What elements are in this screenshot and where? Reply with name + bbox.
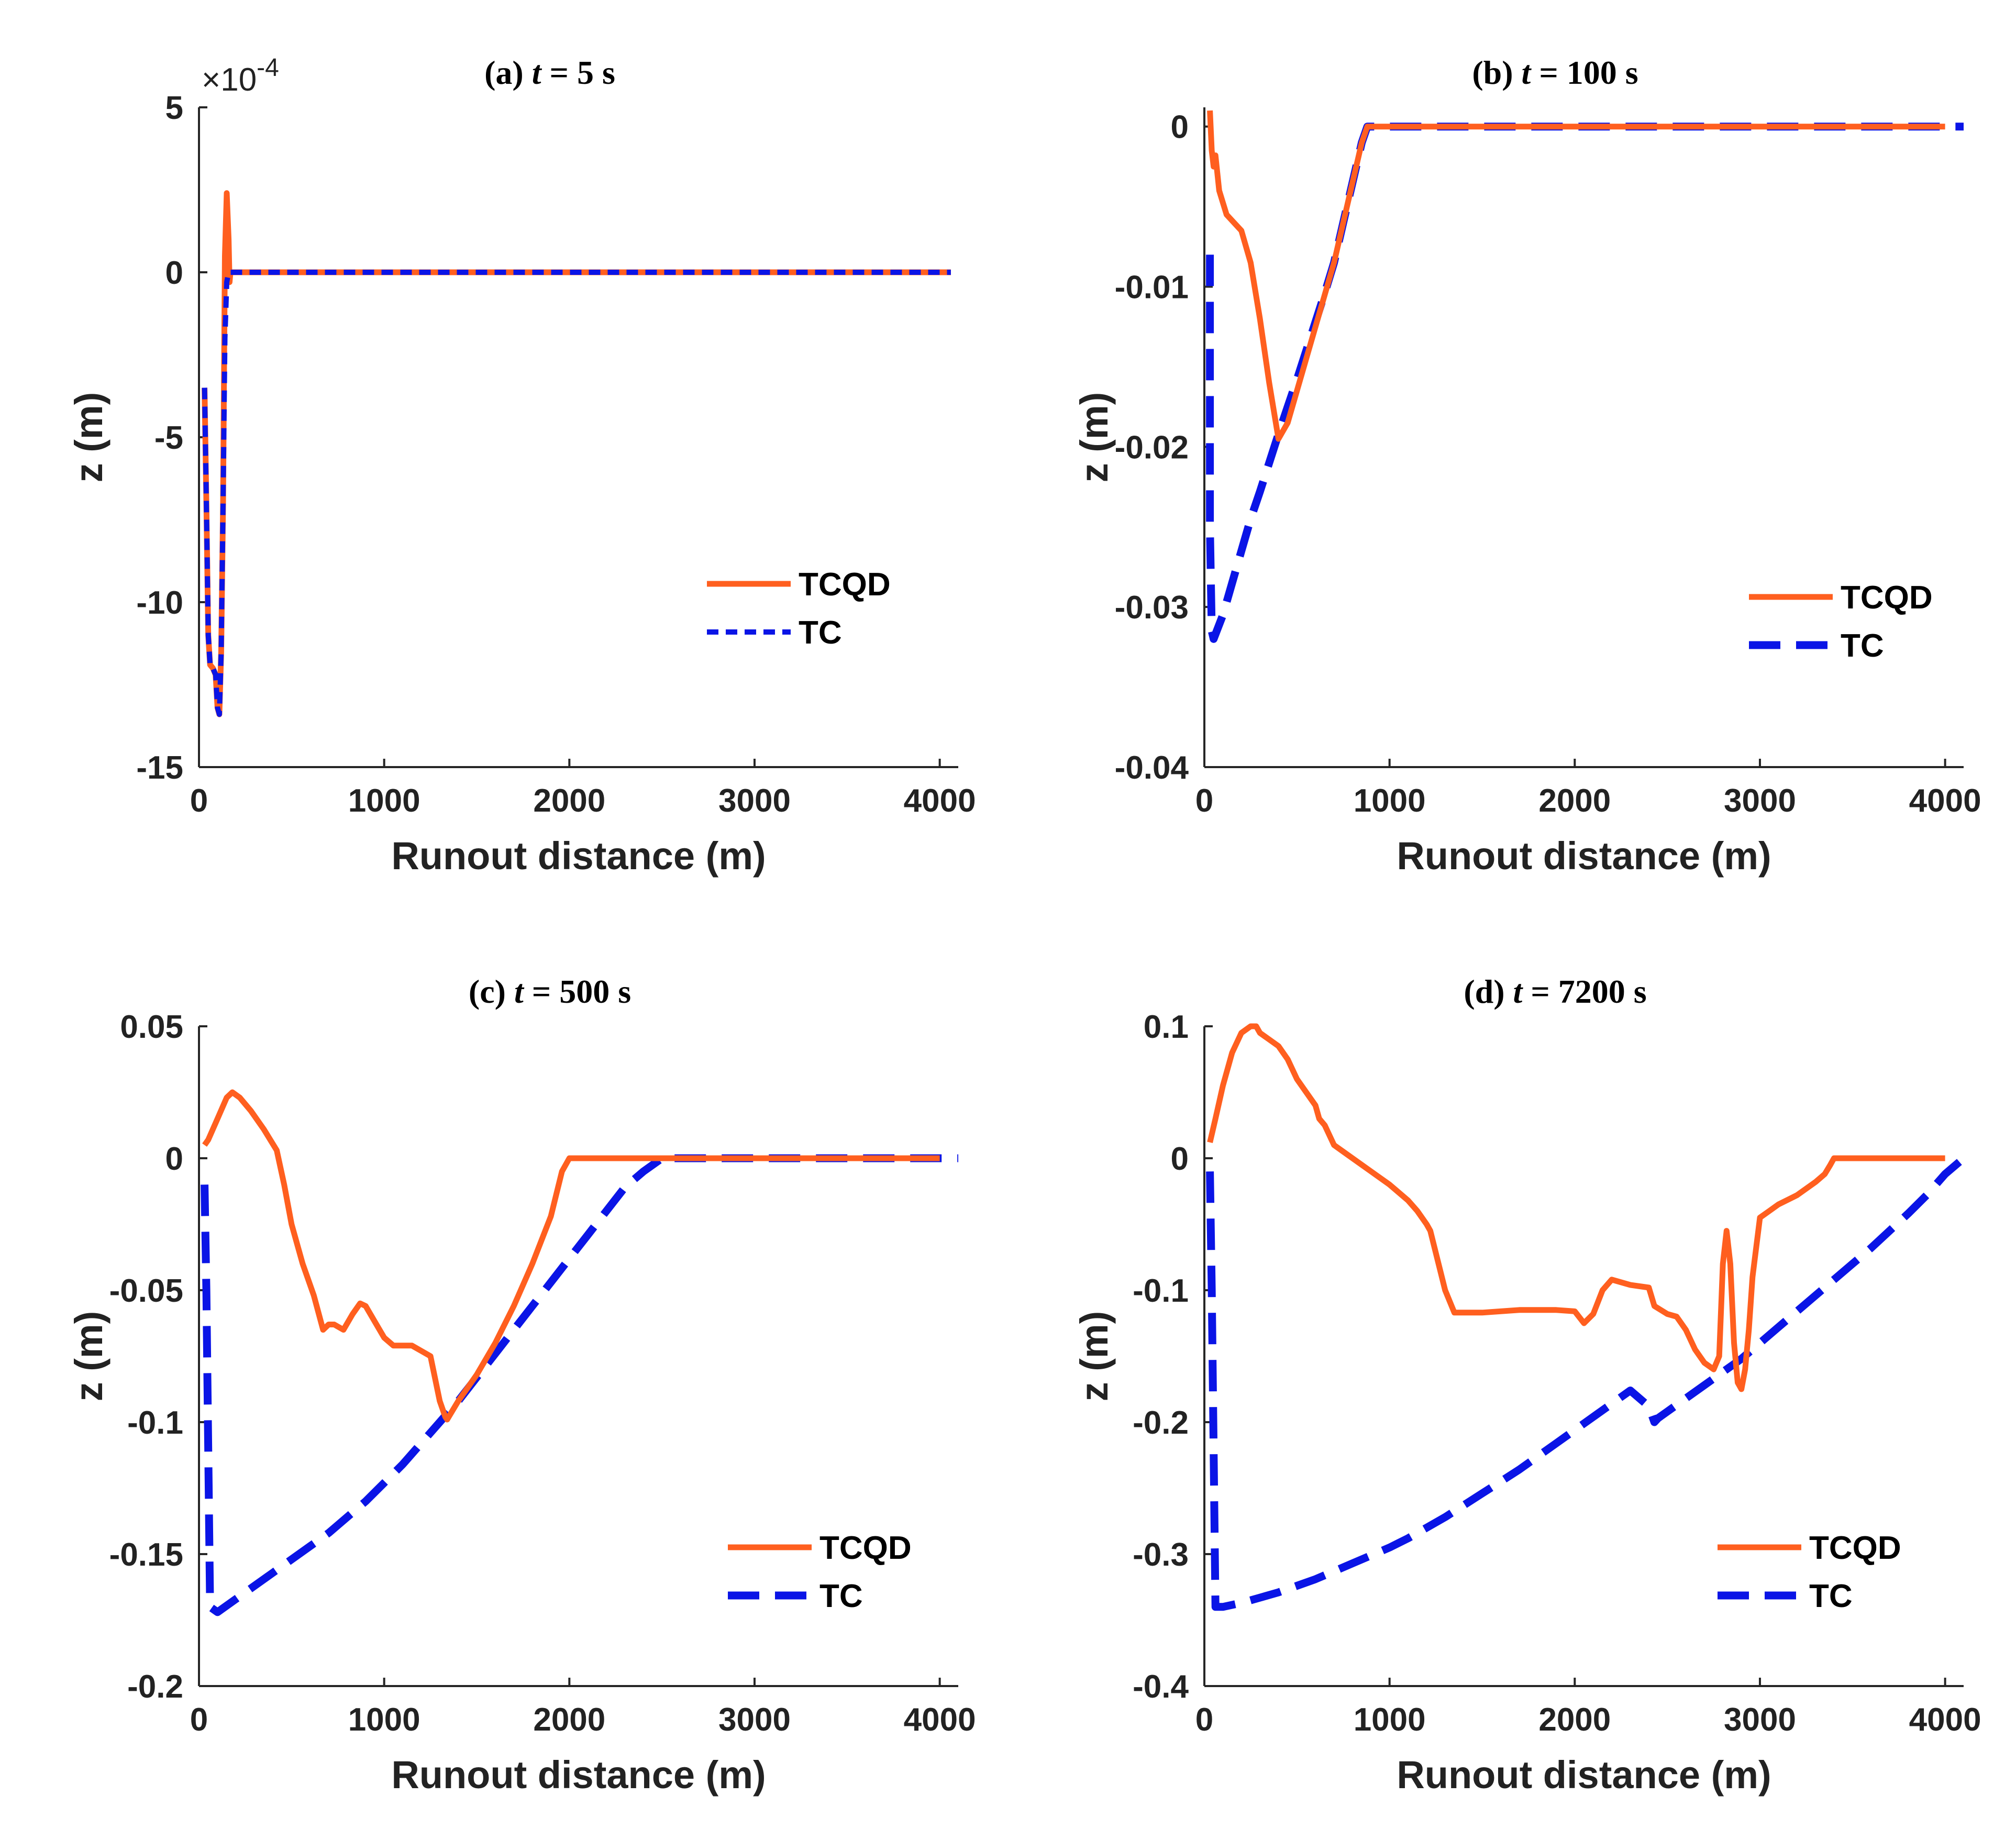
x-tick-label: 0 <box>190 783 208 819</box>
y-tick-label: 0 <box>165 1141 183 1177</box>
x-tick-label: 4000 <box>904 1702 976 1738</box>
y-tick-label: 5 <box>165 90 183 126</box>
x-tick-label: 0 <box>190 1702 208 1738</box>
y-tick-label: -0.2 <box>127 1669 183 1705</box>
x-tick-label: 3000 <box>1724 1702 1796 1738</box>
y-exponent-label: ×10-4 <box>202 54 279 98</box>
y-axis-label: z (m) <box>67 1311 110 1402</box>
title-suffix: = 7200 s <box>1522 973 1646 1010</box>
y-tick-label: 0 <box>1171 109 1189 146</box>
x-tick-label: 1000 <box>1354 1702 1426 1738</box>
y-tick-label: -5 <box>154 420 183 456</box>
series-line-tcqd <box>1207 1023 1945 1392</box>
legend-label-tc: TC <box>1841 628 1884 664</box>
y-tick-label: -0.1 <box>1133 1273 1189 1309</box>
y-tick-label: 0 <box>1171 1141 1189 1177</box>
series-line-tc <box>201 1154 958 1616</box>
x-tick-label: 0 <box>1195 1702 1213 1738</box>
series-line-tc <box>1206 1155 1966 1611</box>
x-tick-label: 1000 <box>348 1702 420 1738</box>
chart-panel-c: 0 1000 2000 3000 4000 0.05 0 -0.05 -0.1 -0.15 -0.2… <box>67 973 976 1797</box>
x-axis-label: Runout distance (m) <box>391 1753 766 1797</box>
y-tick-label: -0.4 <box>1133 1669 1189 1705</box>
x-tick-label: 4000 <box>1909 783 1981 819</box>
y-axis-label: z (m) <box>1072 392 1116 483</box>
x-axis-label: Runout distance (m) <box>391 834 766 878</box>
x-tick-label: 2000 <box>533 1702 605 1738</box>
chart-title: (c) t = 500 s <box>469 973 631 1010</box>
chart-panel-a: 0 1000 2000 3000 4000 5 0 -5 -10 -15 ×10-4 (a) t = … <box>67 54 976 878</box>
y-tick-label: 0.1 <box>1144 1009 1189 1045</box>
x-tick-label: 4000 <box>904 783 976 819</box>
y-tick-label: -15 <box>136 750 183 786</box>
legend-label-tcqd: TCQD <box>1841 580 1933 616</box>
series-line-tc <box>1206 123 1964 643</box>
title-variable: t <box>514 973 525 1010</box>
y-tick-label: -10 <box>136 585 183 621</box>
y-tick-label: -0.15 <box>109 1537 183 1573</box>
y-tick-label: -0.3 <box>1133 1537 1189 1573</box>
legend-label-tcqd: TCQD <box>819 1530 912 1566</box>
legend-label-tc: TC <box>1809 1578 1853 1614</box>
chart-title: (a) t = 5 s <box>484 54 615 91</box>
series-line-tc <box>202 270 951 717</box>
y-axis-label: z (m) <box>67 392 110 483</box>
title-prefix: (c) <box>469 973 514 1010</box>
x-tick-label: 2000 <box>1538 1702 1611 1738</box>
y-tick-label: -0.02 <box>1115 429 1189 465</box>
chart-title: (d) t = 7200 s <box>1464 973 1646 1010</box>
title-suffix: = 5 s <box>541 54 615 91</box>
title-suffix: = 100 s <box>1531 54 1638 91</box>
x-axis-label: Runout distance (m) <box>1397 1753 1771 1797</box>
y-tick-label: -0.03 <box>1115 590 1189 626</box>
title-variable: t <box>1513 973 1524 1010</box>
y-tick-label: -0.1 <box>127 1405 183 1441</box>
y-tick-label: 0 <box>165 255 183 291</box>
x-tick-label: 3000 <box>1724 783 1796 819</box>
x-tick-label: 1000 <box>348 783 420 819</box>
chart-title: (b) t = 100 s <box>1472 54 1638 91</box>
x-tick-label: 4000 <box>1909 1702 1981 1738</box>
x-axis-label: Runout distance (m) <box>1397 834 1771 878</box>
chart-panel-b: 0 1000 2000 3000 4000 0 -0.01 -0.02 -0.03 -0.04 (b… <box>1072 54 1981 878</box>
legend-label-tc: TC <box>799 615 842 651</box>
series-line-tcqd <box>1207 110 1945 442</box>
y-axis-label: z (m) <box>1072 1311 1116 1402</box>
title-prefix: (d) <box>1464 973 1513 1010</box>
x-tick-label: 3000 <box>718 1702 791 1738</box>
legend-label-tc: TC <box>819 1578 863 1614</box>
y-tick-label: -0.01 <box>1115 270 1189 306</box>
x-tick-label: 3000 <box>718 783 791 819</box>
legend-label-tcqd: TCQD <box>1809 1530 1901 1566</box>
y-tick-label: -0.2 <box>1133 1405 1189 1441</box>
legend-label-tcqd: TCQD <box>799 567 891 603</box>
series-line-tcqd <box>202 1089 940 1423</box>
y-exponent-power: -4 <box>257 54 279 82</box>
y-tick-label: -0.04 <box>1115 750 1189 786</box>
y-tick-label: 0.05 <box>120 1009 183 1045</box>
title-suffix: = 500 s <box>524 973 631 1010</box>
x-tick-label: 1000 <box>1354 783 1426 819</box>
x-tick-label: 2000 <box>533 783 605 819</box>
chart-panel-d: 0 1000 2000 3000 4000 0.1 0 -0.1 -0.2 -0.3 -0.4 (d)… <box>1072 973 1981 1797</box>
x-tick-label: 0 <box>1195 783 1213 819</box>
title-prefix: (a) <box>484 54 532 91</box>
x-tick-label: 2000 <box>1538 783 1611 819</box>
y-tick-label: -0.05 <box>109 1273 183 1309</box>
title-prefix: (b) <box>1472 54 1521 91</box>
title-variable: t <box>1522 54 1532 91</box>
title-variable: t <box>532 54 542 91</box>
